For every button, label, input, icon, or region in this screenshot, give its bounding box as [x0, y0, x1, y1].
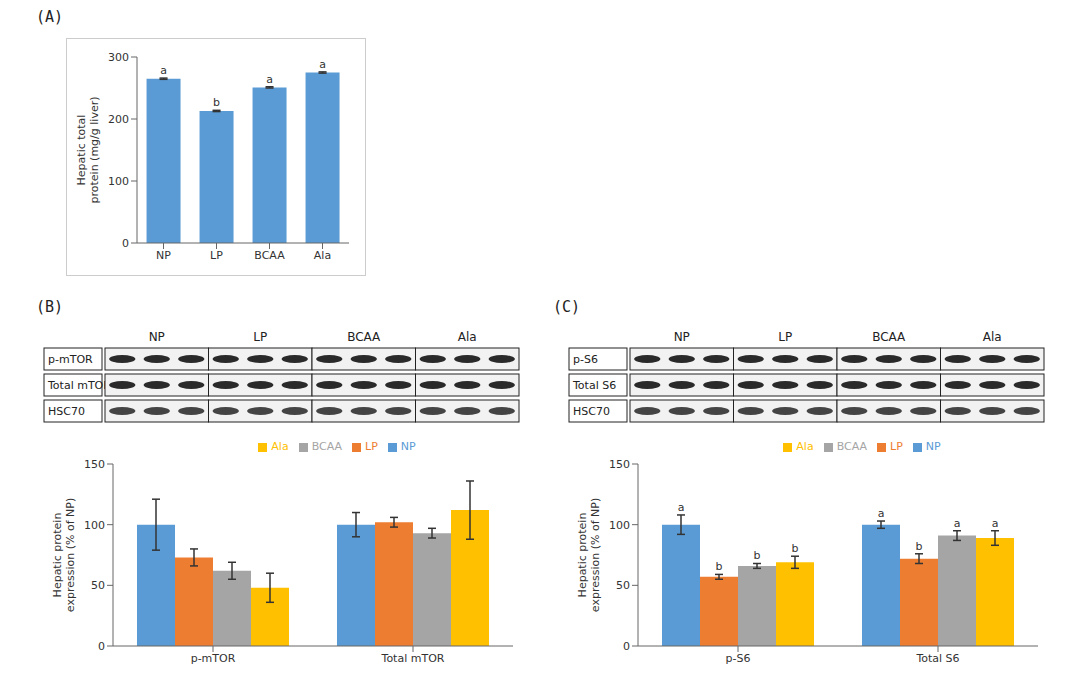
svg-text:b: b [754, 549, 761, 562]
html-text:BCAA: BCAA [836, 440, 867, 453]
svg-text:NP: NP [156, 249, 171, 262]
svg-text:Total S6: Total S6 [915, 652, 959, 665]
svg-text:Hepatic proteinexpression (% o: Hepatic proteinexpression (% of NP) [51, 498, 77, 612]
svg-text:Hepatic totalprotein (mg/g liv: Hepatic totalprotein (mg/g liver) [75, 97, 101, 204]
svg-text:100: 100 [609, 519, 630, 532]
html-text:LP: LP [365, 440, 378, 453]
html-text:NP: NP [925, 440, 941, 453]
svg-text:100: 100 [108, 175, 129, 188]
svg-text:Total mTOR: Total mTOR [381, 652, 445, 665]
html-text:BCAA: BCAA [311, 440, 342, 453]
svg-text:b: b [916, 540, 923, 553]
svg-text:p-S6: p-S6 [726, 652, 751, 665]
svg-text:HSC70: HSC70 [573, 405, 610, 418]
svg-text:150: 150 [609, 458, 630, 471]
svg-text:a: a [878, 507, 885, 520]
svg-text:BCAA: BCAA [347, 330, 381, 344]
svg-text:a: a [678, 501, 685, 514]
svg-text:b: b [716, 560, 723, 573]
svg-text:p-S6: p-S6 [573, 353, 598, 366]
svg-text:LP: LP [778, 330, 792, 344]
svg-text:100: 100 [84, 519, 105, 532]
svg-text:a: a [992, 517, 999, 530]
svg-text:NP: NP [149, 330, 165, 344]
svg-text:LP: LP [210, 249, 223, 262]
svg-text:150: 150 [84, 458, 105, 471]
html-text:Ala: Ala [271, 440, 289, 453]
svg-text:Ala: Ala [314, 249, 331, 262]
svg-text:0: 0 [98, 640, 105, 653]
svg-text:a: a [266, 73, 273, 86]
svg-text:0: 0 [122, 237, 129, 250]
svg-text:50: 50 [616, 579, 630, 592]
svg-text:0: 0 [623, 640, 630, 653]
svg-text:BCAA: BCAA [254, 249, 285, 262]
html-text:LP: LP [890, 440, 903, 453]
svg-text:p-mTOR: p-mTOR [48, 353, 93, 366]
svg-text:Ala: Ala [458, 330, 477, 344]
svg-text:a: a [954, 517, 961, 530]
svg-text:BCAA: BCAA [872, 330, 906, 344]
svg-text:Hepatic proteinexpression (% o: Hepatic proteinexpression (% of NP) [576, 498, 602, 612]
svg-text:Total S6: Total S6 [572, 379, 616, 392]
svg-text:b: b [213, 96, 220, 109]
svg-text:p-mTOR: p-mTOR [191, 652, 236, 665]
svg-text:a: a [319, 58, 326, 71]
svg-text:NP: NP [674, 330, 690, 344]
html-text:(C): (C) [553, 298, 581, 316]
html-text:(A): (A) [36, 8, 64, 26]
svg-text:a: a [160, 64, 167, 77]
svg-text:LP: LP [253, 330, 267, 344]
svg-text:b: b [792, 542, 799, 555]
svg-text:300: 300 [108, 51, 129, 64]
html-text:NP: NP [400, 440, 416, 453]
svg-text:Ala: Ala [983, 330, 1002, 344]
html-text:Ala: Ala [796, 440, 814, 453]
svg-text:50: 50 [91, 579, 105, 592]
svg-text:200: 200 [108, 113, 129, 126]
html-text:(B): (B) [36, 298, 64, 316]
svg-text:HSC70: HSC70 [48, 405, 85, 418]
svg-text:Total mTOR: Total mTOR [47, 379, 111, 392]
